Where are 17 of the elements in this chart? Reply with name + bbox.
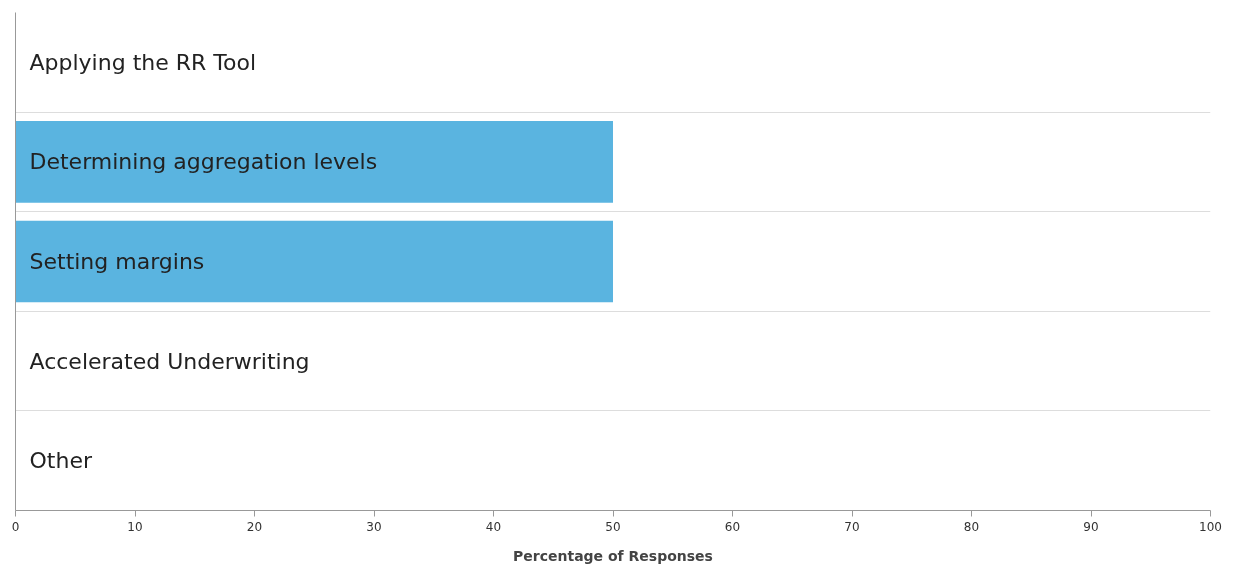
x-tick-label: 100 [1199, 519, 1222, 534]
x-tick-label: 70 [844, 519, 860, 534]
x-tick-label: 80 [963, 519, 980, 534]
x-axis-title: Percentage of Responses [513, 547, 713, 564]
x-tick-label: 40 [485, 519, 502, 534]
x-tick-label: 50 [605, 519, 621, 534]
y-tick-label: Other [29, 448, 93, 474]
x-tick-label: 0 [11, 519, 20, 534]
y-tick-label: Determining aggregation levels [29, 149, 378, 175]
x-tick-label: 10 [127, 519, 143, 534]
x-tick-label: 30 [366, 519, 382, 534]
y-tick-label: Accelerated Underwriting [29, 348, 310, 374]
x-tick-label: 60 [724, 519, 741, 534]
x-tick-label: 90 [1083, 519, 1099, 534]
y-tick-label: Setting margins [29, 249, 205, 274]
x-tick-label: 20 [246, 519, 263, 534]
y-tick-label: Applying the RR Tool [29, 49, 257, 75]
